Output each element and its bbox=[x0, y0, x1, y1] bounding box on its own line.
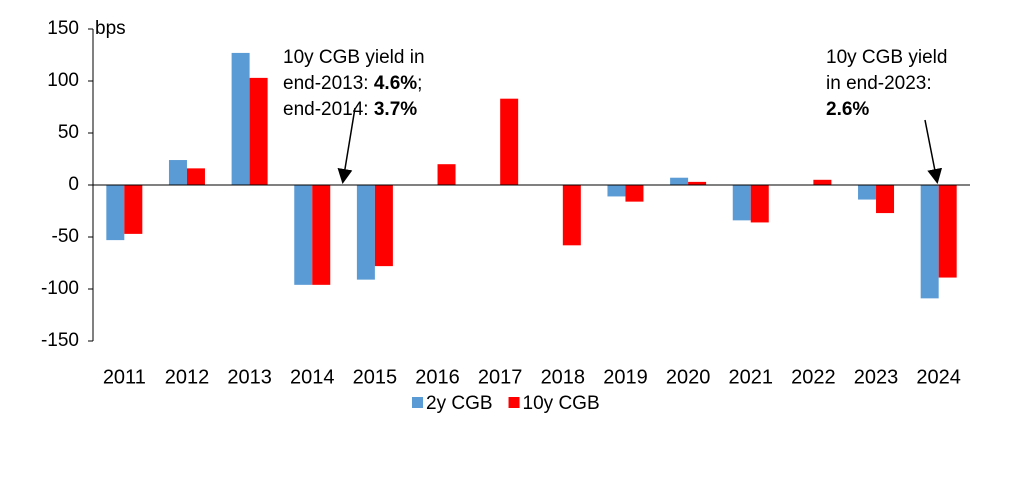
bar bbox=[312, 185, 331, 285]
x-tick-label: 2020 bbox=[666, 366, 711, 388]
bar bbox=[231, 52, 250, 185]
y-tick-label: -150 bbox=[41, 330, 79, 351]
x-tick-label: 2019 bbox=[603, 366, 648, 388]
bar bbox=[876, 185, 895, 214]
bar bbox=[294, 185, 313, 285]
y-tick-label: 150 bbox=[47, 18, 79, 39]
bar bbox=[625, 185, 644, 202]
legend-label: 2y CGB bbox=[426, 393, 493, 414]
annotation: in end-2023: bbox=[826, 73, 932, 94]
annotation-text: in end-2023: bbox=[826, 73, 932, 94]
bar bbox=[186, 168, 205, 185]
bar bbox=[249, 77, 268, 185]
arrow bbox=[337, 107, 356, 184]
annotation: 10y CGB yield in bbox=[283, 47, 425, 68]
legend-swatch bbox=[412, 397, 423, 408]
annotation-text: 3.7% bbox=[374, 99, 417, 120]
arrow bbox=[924, 119, 943, 184]
bar bbox=[168, 160, 187, 185]
annotation-text: 10y CGB yield in bbox=[283, 47, 425, 68]
bar bbox=[356, 185, 375, 280]
bar bbox=[750, 185, 769, 223]
annotation: 10y CGB yield bbox=[826, 47, 947, 68]
bar bbox=[813, 179, 832, 185]
annotation: end-2013: 4.6%; bbox=[283, 73, 422, 94]
bar bbox=[124, 185, 143, 234]
bar bbox=[920, 185, 939, 299]
annotation-text: 4.6% bbox=[374, 73, 417, 94]
annotation-text: end-2014: bbox=[283, 99, 374, 120]
bar bbox=[106, 185, 125, 241]
bar bbox=[607, 185, 626, 197]
y-tick-label: -50 bbox=[52, 226, 79, 247]
annotation-text: 10y CGB yield bbox=[826, 47, 947, 68]
annotation: 2.6% bbox=[826, 99, 869, 120]
x-tick-label: 2015 bbox=[353, 366, 398, 388]
x-tick-label: 2013 bbox=[227, 366, 272, 388]
legend-label: 10y CGB bbox=[523, 393, 600, 414]
y-axis-label: bps bbox=[95, 18, 126, 39]
x-tick-label: 2014 bbox=[290, 366, 335, 388]
bar bbox=[858, 185, 877, 200]
bar bbox=[562, 185, 581, 246]
bar bbox=[437, 164, 456, 185]
x-tick-label: 2022 bbox=[791, 366, 836, 388]
y-tick-label: 50 bbox=[58, 122, 79, 143]
x-tick-label: 2023 bbox=[854, 366, 899, 388]
bar bbox=[688, 181, 707, 185]
x-tick-label: 2024 bbox=[916, 366, 961, 388]
y-tick-label: 100 bbox=[47, 70, 79, 91]
x-tick-label: 2012 bbox=[165, 366, 210, 388]
annotation-text: ; bbox=[417, 73, 422, 94]
bar bbox=[374, 185, 393, 267]
annotation: end-2014: 3.7% bbox=[283, 99, 417, 120]
annotation-text: 2.6% bbox=[826, 99, 869, 120]
bar bbox=[500, 98, 519, 185]
legend-swatch bbox=[508, 397, 520, 408]
bar bbox=[732, 185, 751, 221]
x-tick-label: 2021 bbox=[729, 366, 774, 388]
annotation-text: end-2013: bbox=[283, 73, 374, 94]
bar bbox=[670, 177, 689, 185]
bar bbox=[938, 185, 957, 278]
y-tick-label: 0 bbox=[68, 174, 79, 195]
x-tick-label: 2017 bbox=[478, 366, 523, 388]
y-tick-label: -100 bbox=[41, 278, 79, 299]
x-tick-label: 2016 bbox=[415, 366, 460, 388]
x-tick-label: 2018 bbox=[541, 366, 586, 388]
x-tick-label: 2011 bbox=[103, 366, 146, 388]
